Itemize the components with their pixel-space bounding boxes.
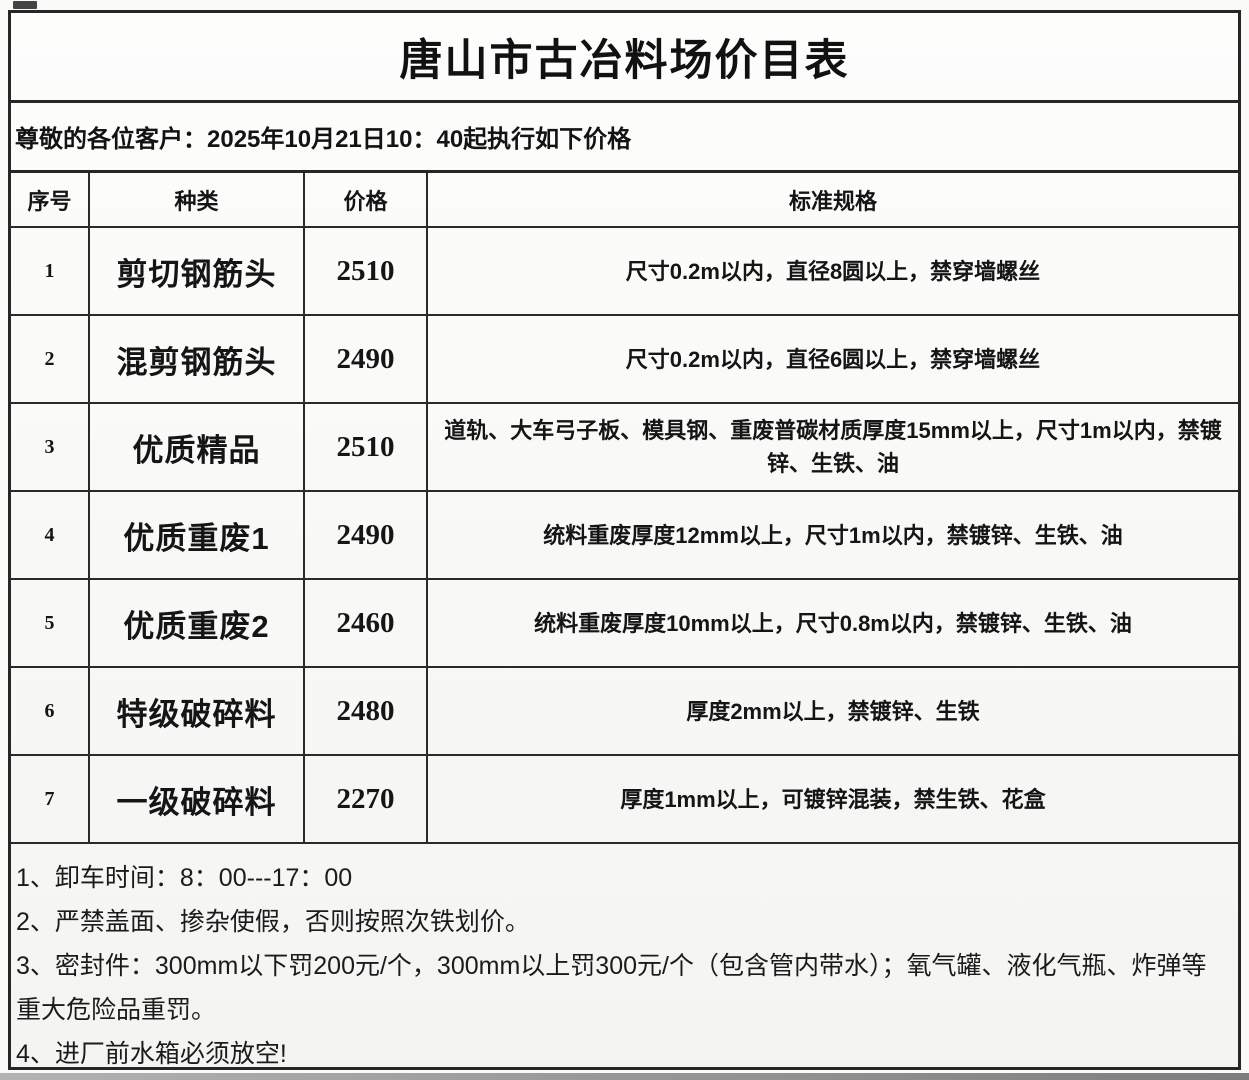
row-category: 优质重废2	[90, 580, 305, 668]
row-no: 3	[11, 404, 90, 492]
row-price: 2490	[305, 492, 428, 580]
row-spec: 道轨、大车弓子板、模具钢、重废普碳材质厚度15mm以上，尺寸1m以内，禁镀锌、生…	[428, 404, 1238, 492]
row-no: 5	[11, 580, 90, 668]
title-section: 唐山市古冶料场价目表	[11, 13, 1238, 103]
row-no: 2	[11, 316, 90, 404]
row-spec: 厚度1mm以上，可镀锌混装，禁生铁、花盒	[428, 756, 1238, 844]
page-title: 唐山市古冶料场价目表	[399, 36, 850, 85]
row-spec: 统料重废厚度12mm以上，尺寸1m以内，禁镀锌、生铁、油	[428, 492, 1238, 580]
header-cell-spec: 标准规格	[428, 173, 1238, 228]
note-line-3: 3、密封件：300mm以下罚200元/个，300mm以上罚300元/个（包含管内…	[16, 952, 1207, 1024]
row-no: 1	[11, 228, 90, 316]
photo-artifact	[13, 1, 37, 9]
row-category: 一级破碎料	[90, 756, 305, 844]
row-price: 2490	[305, 316, 428, 404]
note-line-2: 2、严禁盖面、掺杂使假，否则按照次铁划价。	[16, 908, 530, 936]
note-line-4: 4、进厂前水箱必须放空!	[16, 1040, 287, 1068]
row-price: 2460	[305, 580, 428, 668]
row-category: 优质重废1	[90, 492, 305, 580]
row-category: 混剪钢筋头	[90, 316, 305, 404]
row-spec: 统料重废厚度10mm以上，尺寸0.8m以内，禁镀锌、生铁、油	[428, 580, 1238, 668]
row-spec: 尺寸0.2m以内，直径6圆以上，禁穿墙螺丝	[428, 316, 1238, 404]
header-cell-no: 序号	[11, 173, 90, 228]
row-spec: 厚度2mm以上，禁镀锌、生铁	[428, 668, 1238, 756]
row-category: 特级破碎料	[90, 668, 305, 756]
price-list-document: 唐山市古冶料场价目表 尊敬的各位客户：2025年10月21日10：40起执行如下…	[8, 10, 1241, 1070]
row-no: 4	[11, 492, 90, 580]
notice-section: 尊敬的各位客户：2025年10月21日10：40起执行如下价格	[11, 103, 1238, 173]
notes-section: 1、卸车时间：8：00---17：00 2、严禁盖面、掺杂使假，否则按照次铁划价…	[11, 844, 1238, 1076]
price-table: 序号 种类 价格 标准规格 1 剪切钢筋头 2510 尺寸0.2m以内，直径8圆…	[11, 173, 1238, 844]
header-cell-category: 种类	[90, 173, 305, 228]
row-spec: 尺寸0.2m以内，直径8圆以上，禁穿墙螺丝	[428, 228, 1238, 316]
customer-notice: 尊敬的各位客户：2025年10月21日10：40起执行如下价格	[15, 126, 632, 153]
row-price: 2510	[305, 228, 428, 316]
note-line-1: 1、卸车时间：8：00---17：00	[16, 864, 353, 892]
row-price: 2510	[305, 404, 428, 492]
photo-edge-strip	[0, 1073, 1249, 1080]
row-category: 优质精品	[90, 404, 305, 492]
row-price: 2480	[305, 668, 428, 756]
header-cell-price: 价格	[305, 173, 428, 228]
row-no: 6	[11, 668, 90, 756]
row-price: 2270	[305, 756, 428, 844]
row-no: 7	[11, 756, 90, 844]
row-category: 剪切钢筋头	[90, 228, 305, 316]
